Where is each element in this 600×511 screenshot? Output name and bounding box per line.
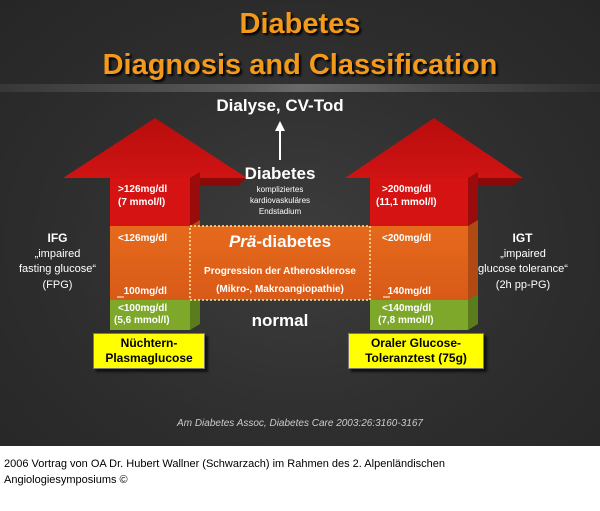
right-orange-side bbox=[468, 220, 478, 306]
diabetes-sub-3: Endstadium bbox=[258, 207, 302, 216]
normal-label: normal bbox=[251, 311, 309, 330]
title-line-1: Diabetes bbox=[239, 8, 361, 40]
ifg-desc-1: „impaired bbox=[34, 248, 81, 260]
header-stripe bbox=[0, 84, 600, 92]
left-test-line-2: Plasmaglucose bbox=[105, 351, 193, 365]
ifg-desc-3: (FPG) bbox=[42, 279, 73, 291]
igt-desc-2: glucose tolerance“ bbox=[478, 263, 568, 275]
progression-line-1: Progression der Atherosklerose bbox=[204, 266, 356, 277]
right-green-mmol: (7,8 mmol/l) bbox=[378, 315, 434, 326]
prae-diabetes-label: Prä-diabetes bbox=[190, 232, 370, 252]
footer: 2006 Vortrag von OA Dr. Hubert Wallner (… bbox=[4, 456, 600, 488]
right-green-value: <140mg/dl bbox=[382, 303, 432, 314]
left-test-box: Nüchtern- Plasmaglucose bbox=[93, 333, 205, 369]
right-orange-band bbox=[370, 226, 468, 300]
left-green-value: <100mg/dl bbox=[118, 303, 168, 314]
right-green-band bbox=[370, 300, 468, 330]
left-arrow-head-side bbox=[200, 178, 247, 186]
title-line-2: Diagnosis and Classification bbox=[102, 49, 498, 81]
progression-line-2: (Mikro-, Makroangiopathie) bbox=[216, 284, 344, 295]
diabetes-label: Diabetes bbox=[244, 164, 316, 183]
left-red-band bbox=[110, 178, 190, 226]
left-green-band bbox=[110, 300, 190, 330]
right-green-side bbox=[468, 294, 478, 330]
right-orange-top: <200mg/dl bbox=[382, 233, 432, 244]
left-orange-top: <126mg/dl bbox=[118, 233, 168, 244]
right-arrow bbox=[345, 118, 523, 330]
right-test-line-1: Oraler Glucose- bbox=[370, 336, 462, 350]
left-green-mmol: (5,6 mmol/l) bbox=[114, 315, 170, 326]
left-orange-bottom-value: 100mg/dl bbox=[123, 286, 167, 297]
diabetes-sub-1: kompliziertes bbox=[256, 185, 304, 194]
right-test-box: Oraler Glucose- Toleranztest (75g) bbox=[348, 333, 484, 369]
left-test-line-1: Nüchtern- bbox=[120, 336, 178, 350]
right-test-line-2: Toleranztest (75g) bbox=[365, 351, 467, 365]
right-orange-bottom: 140mg/dl bbox=[382, 286, 431, 297]
left-arrow-head bbox=[63, 118, 247, 226]
right-red-value: >200mg/dl bbox=[382, 184, 432, 195]
left-orange-band bbox=[110, 226, 190, 300]
left-orange-bottom: 100mg/dl bbox=[118, 286, 167, 297]
footer-line-1: 2006 Vortrag von OA Dr. Hubert Wallner (… bbox=[4, 458, 446, 470]
prae-suffix: -diabetes bbox=[256, 232, 332, 251]
left-red-side bbox=[190, 172, 200, 232]
top-outcome: Dialyse, CV-Tod bbox=[216, 96, 344, 115]
ifg-label: IFG bbox=[47, 231, 68, 245]
prae-prefix: Prä bbox=[228, 232, 257, 251]
diabetes-sub-2: kardiovaskuläres bbox=[249, 196, 311, 205]
right-red-side bbox=[468, 172, 478, 232]
arrows-graphic bbox=[63, 118, 523, 330]
right-red-mmol: (11,1 mmol/l) bbox=[376, 197, 437, 208]
footer-line-2: Angiologiesymposiums © bbox=[4, 474, 128, 486]
slide: Diabetes Diagnosis and Classification bbox=[0, 0, 600, 446]
right-red-band bbox=[370, 178, 468, 226]
up-arrow-head bbox=[275, 121, 285, 131]
right-arrow-head-side bbox=[478, 178, 523, 186]
igt-label: IGT bbox=[512, 231, 533, 245]
center-band-dotted-border bbox=[189, 225, 371, 301]
left-red-value: >126mg/dl bbox=[118, 184, 168, 195]
igt-desc-3: (2h pp-PG) bbox=[495, 279, 551, 291]
igt-desc-1: „impaired bbox=[500, 248, 546, 260]
left-green-side bbox=[190, 294, 200, 330]
right-orange-bottom-value: 140mg/dl bbox=[387, 286, 431, 297]
center-band bbox=[190, 226, 370, 300]
left-red-mmol: (7 mmol/l) bbox=[118, 197, 166, 208]
citation: Am Diabetes Assoc, Diabetes Care 2003:26… bbox=[177, 418, 423, 429]
ifg-desc-2: fasting glucose“ bbox=[18, 263, 97, 275]
